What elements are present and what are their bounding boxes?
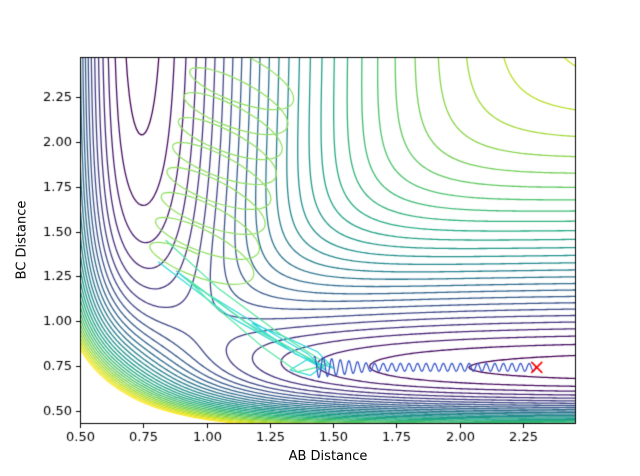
y-axis-label: BC Distance xyxy=(14,200,30,280)
x-axis-label: AB Distance xyxy=(288,449,368,464)
